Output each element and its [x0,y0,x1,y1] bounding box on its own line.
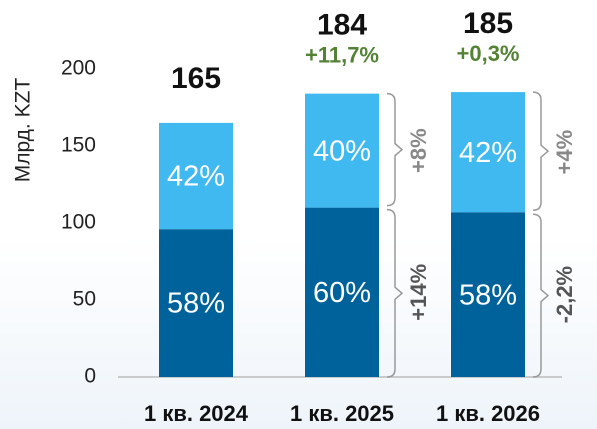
brace [532,213,550,378]
bar-segment [451,92,525,213]
brace [532,91,550,211]
brace [386,92,404,207]
change-label: +14% [406,264,431,321]
y-axis-label: Млрд. KZT [12,78,35,183]
bar-segment [159,122,233,230]
share-label: 40% [313,135,371,167]
bar-segment [159,229,233,377]
category-label: 1 кв. 2025 [290,401,394,426]
change-label: +4% [552,130,577,175]
share-label: 60% [313,277,371,309]
growth-label: +0,3% [457,41,520,66]
bar-segment [451,212,525,377]
growth-label: +11,7% [305,42,379,67]
y-tick-label: 150 [61,134,96,157]
share-label: 58% [167,288,225,320]
category-label: 1 кв. 2026 [436,401,540,426]
y-tick-label: 50 [73,288,96,311]
y-tick-label: 100 [61,211,96,234]
brace [386,208,404,378]
share-label: 58% [459,279,517,311]
share-label: 42% [167,161,225,193]
bar-segment [305,93,379,208]
bar-segment [305,207,379,377]
category-label: 1 кв. 2024 [144,401,249,426]
total-label: 165 [171,62,221,95]
y-tick-label: 200 [61,57,96,80]
change-label: -2,2% [552,266,577,323]
total-label: 185 [463,7,513,40]
share-label: 42% [459,137,517,169]
change-label: +8% [406,128,431,173]
total-label: 184 [317,9,367,42]
y-tick-label: 0 [84,365,96,388]
